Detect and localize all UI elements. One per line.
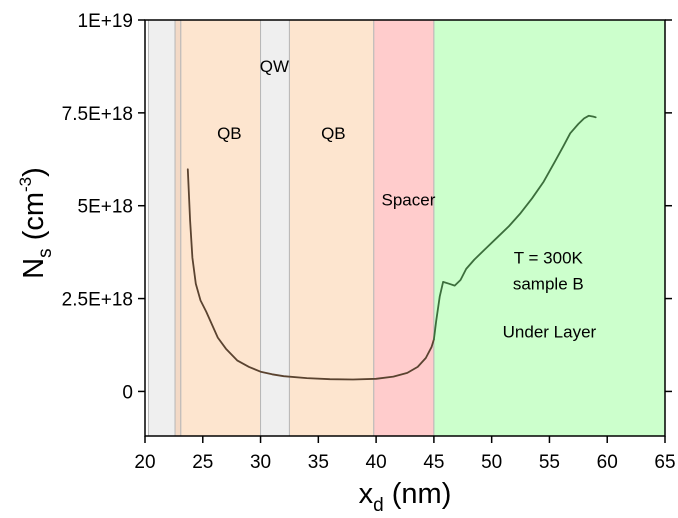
x-tick-label: 25 [192,452,213,473]
y-axis-title-sub: s [35,248,56,258]
series-line [433,114,597,341]
region-band [260,19,290,437]
region-band [174,19,182,437]
x-tick-label: 65 [654,452,675,473]
region-label: QB [217,124,242,143]
plot-frame [144,19,666,437]
x-axis-title-sub: d [373,495,384,516]
y-tick-label: 1E+19 [78,11,133,32]
y-axis-title: Ns (cm-3) [16,167,56,279]
x-tick-label: 55 [539,452,560,473]
x-tick-label: 30 [250,452,271,473]
y-axis-title-main: N [18,258,50,279]
region-label: QB [321,124,346,143]
y-tick-label: 7.5E+18 [62,104,133,125]
x-tick-label: 45 [423,452,444,473]
x-tick-label: 40 [366,452,387,473]
x-axis-title: xd (nm) [359,478,452,516]
region-band [180,19,262,437]
x-axis-title-main: x [359,478,374,510]
y-axis-title-unit-pre: (cm [18,192,50,248]
y-axis-title-unit-sup: -3 [16,177,35,192]
y-tick-label: 0 [122,382,133,403]
region-band [433,19,666,437]
region-band [288,19,375,437]
y-tick-label: 5E+18 [78,197,133,218]
x-tick-label: 35 [308,452,329,473]
x-tick-label: 50 [481,452,502,473]
x-axis-ticks: 20 25 30 35 40 45 50 55 60 65 [134,436,676,473]
y-axis-title-unit-post: ) [18,167,50,177]
region-label: Under Layer [503,323,597,342]
x-axis-title-unit: (nm) [384,478,452,510]
y-tick-label: 2.5E+18 [62,290,133,311]
annotation-label: sample B [513,274,584,293]
region-label: Spacer [382,191,436,210]
annotations: T = 300K sample B [513,248,584,293]
series-line [186,168,435,381]
x-tick-label: 20 [134,452,155,473]
y-axis-ticks: 0 2.5E+18 5E+18 7.5E+18 1E+19 [62,11,672,403]
region-label: QW [260,57,289,76]
data-series [186,114,597,381]
x-tick-label: 60 [597,452,618,473]
region-band [147,19,176,437]
annotation-label: T = 300K [514,248,584,267]
region-labels: QB QW QB Spacer Under Layer [217,57,596,342]
